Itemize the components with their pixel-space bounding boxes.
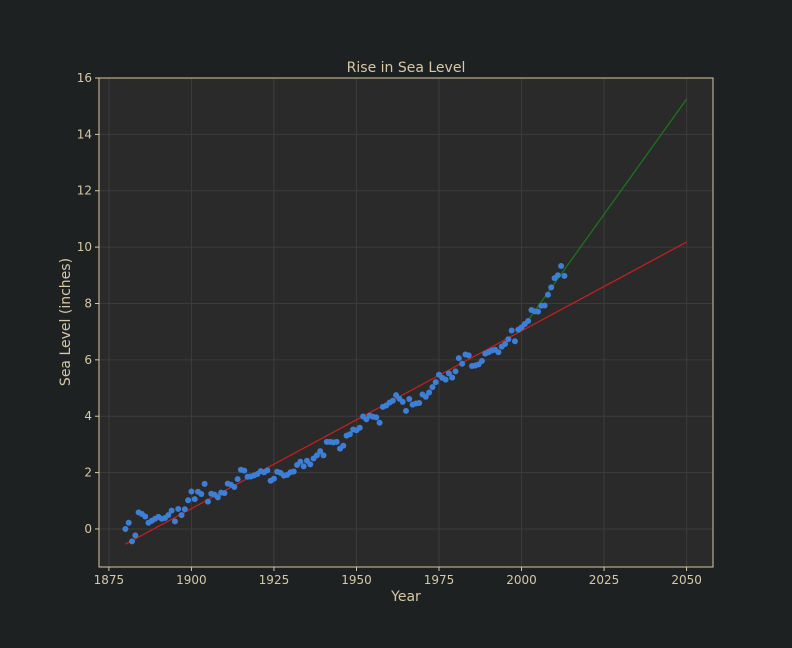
y-tick-label: 4: [84, 409, 92, 423]
data-point: [389, 397, 396, 404]
data-point: [465, 352, 472, 359]
data-point: [455, 355, 462, 362]
data-point: [142, 513, 149, 520]
data-point: [422, 393, 429, 400]
data-point: [426, 389, 433, 396]
data-point: [399, 398, 406, 405]
data-point: [403, 407, 409, 414]
data-point: [373, 414, 380, 421]
y-tick-label: 0: [84, 522, 92, 536]
data-point: [122, 525, 129, 532]
data-point: [129, 538, 136, 545]
data-point: [204, 498, 211, 505]
data-point: [452, 368, 459, 375]
x-tick-label: 1975: [424, 573, 455, 587]
data-point: [511, 338, 518, 345]
plot-frame: [98, 77, 714, 568]
data-point: [307, 461, 314, 468]
data-point: [171, 518, 178, 525]
data-point: [416, 399, 423, 406]
data-point: [561, 272, 568, 279]
y-axis-title: Sea Level (inches): [58, 258, 74, 386]
data-point: [535, 308, 542, 315]
data-point: [558, 262, 565, 269]
x-tick-label: 1875: [94, 573, 125, 587]
data-point: [333, 438, 340, 445]
y-tick-label: 10: [77, 240, 92, 254]
y-tick-label: 6: [84, 353, 92, 367]
data-point: [290, 468, 297, 475]
data-point: [175, 505, 182, 512]
data-point: [125, 519, 132, 526]
chart-title: Rise in Sea Level: [347, 60, 466, 76]
data-point: [185, 497, 192, 504]
y-axis-ticks: 0 2 4 6 8 10 12 14 16: [77, 71, 99, 536]
x-axis-ticks: 1875 1900 1925 1950 1975 2000 2025 2050: [94, 567, 702, 587]
data-point: [221, 490, 228, 497]
data-point: [502, 341, 509, 348]
data-point: [234, 476, 241, 483]
data-point: [300, 463, 307, 470]
data-points: [122, 262, 568, 545]
data-point: [429, 384, 436, 391]
data-point: [313, 452, 320, 459]
y-tick-label: 14: [77, 127, 92, 141]
data-point: [191, 496, 198, 503]
data-point: [445, 370, 452, 377]
grid-lines: [99, 77, 713, 567]
x-tick-label: 1925: [259, 573, 290, 587]
y-tick-label: 16: [77, 71, 92, 85]
data-point: [406, 396, 413, 403]
x-tick-label: 2025: [589, 573, 620, 587]
data-point: [525, 317, 532, 324]
data-point: [264, 467, 271, 474]
data-point: [320, 452, 327, 459]
data-point: [376, 419, 383, 426]
x-tick-label: 1950: [341, 573, 372, 587]
data-point: [181, 506, 188, 513]
data-point: [544, 291, 551, 298]
data-point: [270, 475, 277, 482]
data-point: [346, 431, 353, 438]
data-point: [541, 302, 548, 309]
data-point: [356, 424, 363, 431]
data-point: [442, 376, 449, 383]
fit-line-recent-data: [521, 98, 688, 330]
data-point: [214, 494, 221, 501]
data-point: [241, 467, 248, 474]
data-point: [297, 458, 304, 465]
data-point: [198, 491, 205, 498]
y-tick-label: 2: [84, 466, 92, 480]
x-tick-label: 2050: [671, 573, 702, 587]
y-tick-label: 12: [77, 184, 92, 198]
plot-background: [99, 78, 713, 567]
data-point: [495, 349, 502, 356]
y-tick-label: 8: [84, 296, 92, 310]
data-point: [505, 336, 512, 343]
data-point: [165, 512, 172, 519]
data-point: [168, 507, 175, 514]
data-point: [508, 327, 515, 334]
data-point: [188, 488, 195, 495]
x-axis-title: Year: [390, 589, 421, 605]
data-point: [432, 379, 439, 386]
data-point: [317, 448, 324, 455]
data-point: [478, 357, 485, 364]
data-point: [548, 284, 555, 291]
data-point: [201, 480, 208, 487]
data-point: [554, 272, 561, 279]
data-point: [449, 374, 456, 381]
data-point: [178, 512, 185, 519]
data-point: [132, 532, 139, 539]
data-point: [340, 442, 347, 449]
x-tick-label: 2000: [506, 573, 537, 587]
data-point: [459, 360, 466, 367]
data-point: [231, 483, 238, 490]
x-tick-label: 1900: [176, 573, 207, 587]
